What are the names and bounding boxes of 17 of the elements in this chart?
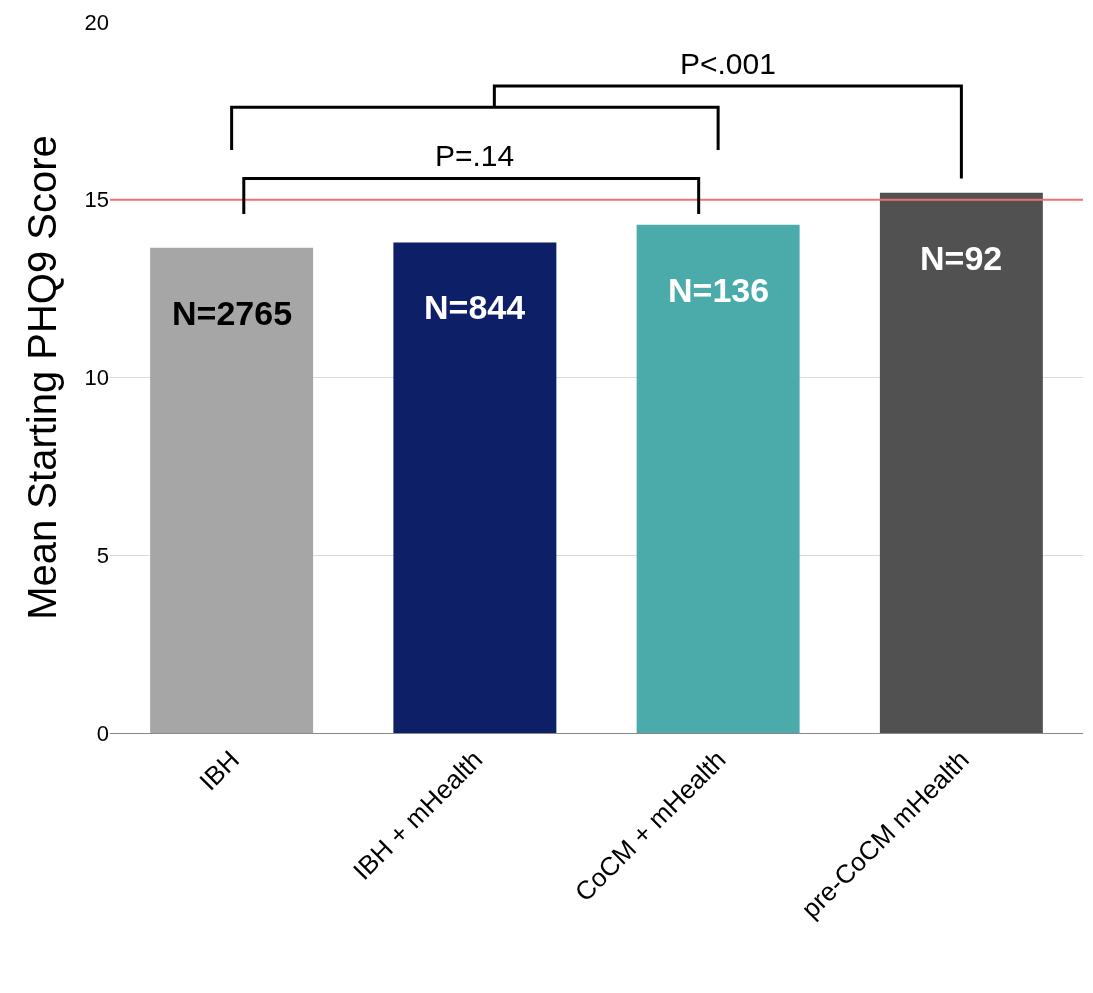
bar	[393, 242, 557, 733]
x-tick-label: IBH	[193, 744, 246, 797]
y-tick-label: 10	[84, 365, 109, 391]
y-tick-label: 5	[96, 542, 109, 568]
bar	[636, 224, 800, 733]
bar	[150, 247, 314, 733]
y-axis-title: Mean Starting PHQ9 Score	[20, 135, 65, 620]
annotation: P<.001	[680, 47, 776, 80]
annotation: P=.14	[435, 139, 515, 172]
annotation: N=92	[920, 239, 1003, 277]
y-tick-label: 15	[84, 187, 109, 213]
y-tick-label: 0	[96, 720, 109, 746]
y-tick-label: 20	[84, 9, 109, 35]
annotation: N=2765	[172, 294, 293, 332]
bar	[879, 192, 1043, 733]
annotation: N=136	[668, 271, 770, 309]
annotation: N=844	[424, 288, 526, 326]
